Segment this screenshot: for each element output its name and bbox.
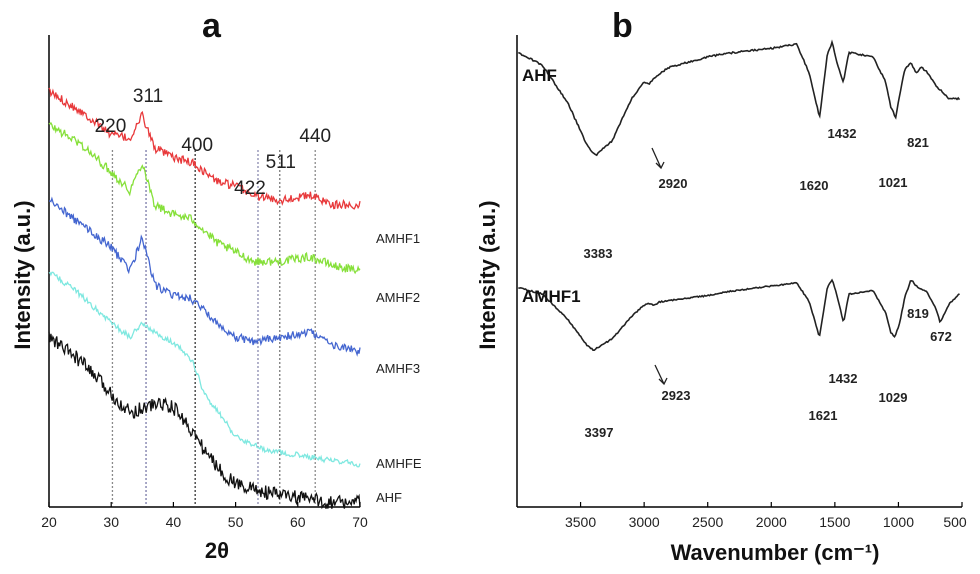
peak-label: 422	[234, 178, 266, 199]
x-tick-label: 500	[943, 514, 967, 530]
peak-label: 400	[181, 135, 213, 156]
x-tick-label: 1000	[883, 514, 914, 530]
x-tick-label: 40	[166, 514, 182, 530]
panel-b-series	[518, 39, 961, 351]
series-label-ahf: AHF	[376, 490, 402, 505]
band-annotation: 1432	[829, 371, 858, 386]
band-annotation: 1620	[800, 178, 829, 193]
x-tick-label: 2000	[756, 514, 787, 530]
panel-b-ticks: 3500 3000 2500 2000 1500 1000 500	[565, 502, 967, 530]
panel-a-ticks: 20 30 40 50 60 70	[41, 502, 368, 530]
panel-b-annotations: 3383 2920 1620 1432 1021 821 3397 2923 1621 1432 1…	[584, 126, 952, 440]
panel-a-ylabel: Intensity (a.u.)	[10, 200, 35, 349]
panel-a-xlabel: 2θ	[205, 538, 229, 563]
band-annotation: 819	[907, 306, 929, 321]
series-label-amhf1: AMHF1	[376, 231, 420, 246]
band-annotation: 672	[930, 329, 952, 344]
x-tick-label: 50	[228, 514, 244, 530]
x-tick-label: 1500	[819, 514, 850, 530]
panel-a-series-labels: AMHF1 AMHF2 AMHF3 AMHFE AHF	[376, 231, 422, 505]
panel-b-label: b	[612, 7, 633, 45]
band-annotation: 2920	[659, 176, 688, 191]
series-label-amhf3: AMHF3	[376, 361, 420, 376]
x-tick-label: 3000	[629, 514, 660, 530]
spectrum-line-amhf1	[518, 278, 960, 351]
x-tick-label: 70	[352, 514, 368, 530]
x-tick-label: 60	[290, 514, 306, 530]
panel-b: b Intensity (a.u.) Wavenumber (cm⁻¹) 350…	[475, 7, 967, 565]
arrow-2923	[654, 364, 668, 386]
band-annotation: 821	[907, 135, 929, 150]
band-annotation: 2923	[662, 388, 691, 403]
band-annotation: 1029	[879, 390, 908, 405]
peak-label: 440	[299, 126, 331, 147]
peak-label: 311	[133, 86, 163, 107]
spectrum-label-amhf1: AMHF1	[522, 287, 581, 306]
series-line-amhf3	[49, 196, 361, 357]
series-line-ahf	[48, 331, 361, 510]
panel-a-peak-guides	[111, 150, 316, 505]
series-line-amhfe	[48, 271, 361, 468]
panel-b-ylabel: Intensity (a.u.)	[475, 200, 500, 349]
spectrum-line-ahf	[518, 39, 961, 157]
x-tick-label: 3500	[565, 514, 596, 530]
band-annotation: 1621	[809, 408, 838, 423]
x-tick-label: 2500	[692, 514, 723, 530]
x-tick-label: 20	[41, 514, 57, 530]
arrow-2920	[651, 147, 665, 170]
band-annotation: 1021	[879, 175, 908, 190]
band-annotation: 3397	[585, 425, 614, 440]
series-label-amhfe: AMHFE	[376, 456, 422, 471]
peak-label: 511	[266, 152, 296, 173]
series-label-amhf2: AMHF2	[376, 290, 420, 305]
panel-b-series-labels: AHF AMHF1	[522, 66, 581, 306]
panel-a-series	[48, 87, 361, 510]
series-line-amhf2	[48, 121, 361, 275]
series-line-amhf1	[48, 87, 361, 210]
x-tick-label: 30	[103, 514, 119, 530]
band-annotation: 3383	[584, 246, 613, 261]
panel-a: a Intensity (a.u.) 2θ 20 30 40 50 60 70 220 31…	[10, 7, 422, 563]
panel-b-xlabel: Wavenumber (cm⁻¹)	[671, 540, 880, 565]
band-annotation: 1432	[828, 126, 857, 141]
peak-label: 220	[95, 116, 127, 137]
panel-a-label: a	[202, 7, 222, 45]
spectrum-label-ahf: AHF	[522, 66, 557, 85]
